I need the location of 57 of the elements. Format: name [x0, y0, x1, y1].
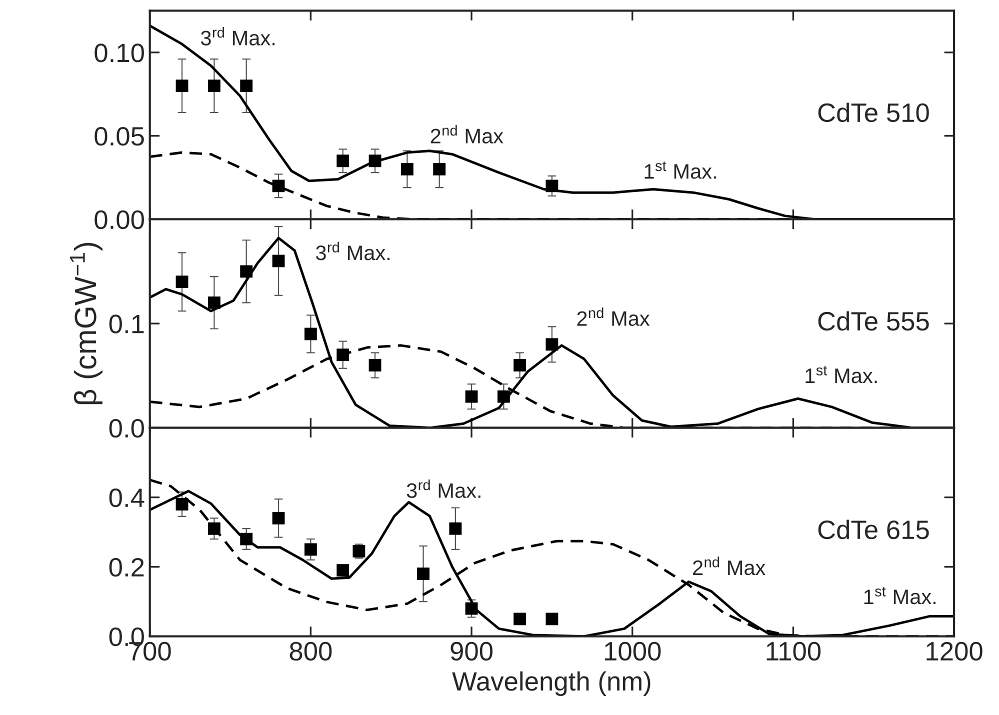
- point: [400, 163, 414, 176]
- point: [208, 522, 220, 535]
- y-tick-label: 0.1: [109, 314, 144, 334]
- annotation: 2$^{nd}$ Max: [577, 307, 650, 326]
- point: [272, 512, 285, 524]
- point: [417, 568, 430, 580]
- point: [368, 359, 382, 372]
- annotation: CdTe 510: [818, 102, 929, 122]
- point: [240, 265, 253, 278]
- point: [176, 498, 188, 510]
- y-tick-label: 0.0: [109, 418, 144, 438]
- point: [336, 348, 350, 362]
- annotation: CdTe 615: [818, 520, 929, 540]
- point: [272, 180, 285, 192]
- x-axis-title: Wavelength (nm): [452, 671, 650, 696]
- x-tick-label: 900: [450, 642, 493, 661]
- y-tick-label: 0.2: [109, 558, 144, 577]
- point: [336, 154, 350, 168]
- annotation: 3$^{rd}$ Max.: [406, 480, 480, 498]
- point: [497, 390, 510, 403]
- point: [449, 522, 462, 535]
- point: [465, 602, 478, 615]
- annotation: 1$^{st}$ Max.: [864, 586, 936, 604]
- point: [240, 80, 253, 92]
- point: [272, 254, 285, 268]
- point: [465, 390, 478, 403]
- point: [433, 163, 446, 176]
- point: [368, 154, 382, 168]
- x-tick-label: 800: [290, 642, 332, 661]
- point: [208, 296, 220, 309]
- point: [546, 338, 558, 351]
- annotation: CdTe 555: [818, 311, 929, 331]
- point: [336, 564, 350, 577]
- x-tick-label: 1000: [605, 642, 661, 661]
- annotation: 3$^{rd}$ Max.: [200, 26, 275, 46]
- point: [304, 543, 317, 556]
- y-axis-title: β (cmGW$^{−1}$): [70, 242, 102, 404]
- x-tick-label: 1200: [926, 642, 982, 661]
- point: [240, 532, 253, 546]
- annotation: 2$^{nd}$ Max: [693, 556, 766, 576]
- annotation: 1$^{st}$ Max.: [644, 161, 716, 179]
- point: [208, 80, 220, 92]
- point: [514, 612, 526, 626]
- point: [176, 80, 188, 92]
- annotation: 2$^{nd}$ Max: [430, 124, 504, 144]
- point: [514, 359, 526, 372]
- x-tick-label: 1100: [766, 642, 821, 661]
- annotation: 3$^{rd}$ Max.: [316, 242, 390, 260]
- point: [176, 276, 188, 288]
- y-tick-label: 0.10: [94, 44, 144, 62]
- annotation: 1$^{st}$ Max.: [806, 366, 877, 384]
- y-tick-label: 0.4: [109, 488, 144, 508]
- y-tick-label: 0.05: [94, 126, 144, 146]
- point: [546, 612, 558, 626]
- y-tick-label: 0.00: [94, 210, 144, 230]
- point: [546, 180, 558, 192]
- point: [304, 328, 317, 340]
